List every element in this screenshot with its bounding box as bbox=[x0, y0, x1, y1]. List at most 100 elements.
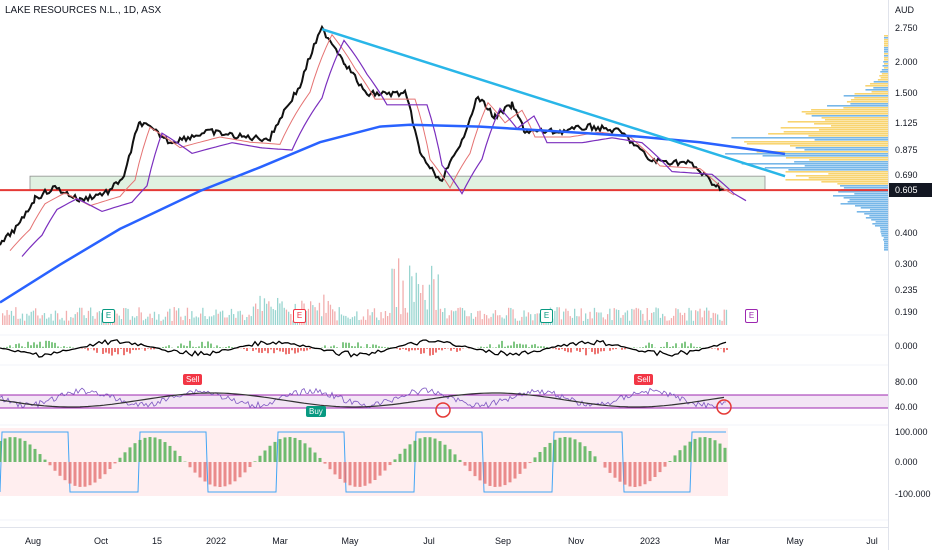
volume-bar bbox=[347, 318, 348, 325]
osc1-bar bbox=[48, 341, 50, 348]
volume-bar bbox=[431, 266, 432, 325]
volume-bar bbox=[407, 313, 408, 325]
osc1-bar bbox=[642, 347, 644, 348]
earnings-badge[interactable]: E bbox=[293, 309, 306, 323]
earnings-badge[interactable]: E bbox=[102, 309, 115, 323]
volume-profile-bar bbox=[870, 209, 888, 211]
osc1-bar bbox=[621, 348, 623, 350]
volume-bar bbox=[321, 316, 322, 325]
osc1-bar bbox=[429, 348, 431, 356]
volume-bar bbox=[207, 319, 208, 325]
volume-bar bbox=[6, 310, 7, 325]
volume-bar bbox=[154, 312, 155, 325]
volume-profile-bar bbox=[811, 109, 888, 111]
osc1-bar bbox=[501, 341, 503, 348]
volume-bar bbox=[2, 313, 3, 325]
osc1-bar bbox=[336, 347, 338, 348]
osc1-bar bbox=[57, 346, 59, 348]
buy-signal: Buy bbox=[306, 406, 326, 417]
osc1-bar bbox=[360, 346, 362, 348]
volume-bar bbox=[328, 301, 329, 325]
osc1-bar bbox=[144, 348, 146, 351]
osc1-bar bbox=[291, 348, 293, 350]
volume-bar bbox=[229, 315, 230, 325]
volume-bar bbox=[521, 317, 522, 325]
volume-bar bbox=[537, 313, 538, 325]
osc1-bar bbox=[117, 348, 119, 354]
chart-canvas[interactable] bbox=[0, 0, 888, 527]
volume-profile-bar bbox=[814, 123, 888, 125]
price-tick-label: 0.300 bbox=[895, 259, 918, 269]
volume-bar bbox=[22, 314, 23, 325]
volume-bar bbox=[374, 308, 375, 325]
osc1-bar bbox=[717, 348, 719, 350]
volume-profile-bar bbox=[865, 85, 888, 87]
volume-bar bbox=[251, 316, 252, 325]
volume-bar bbox=[713, 313, 714, 325]
volume-bar bbox=[495, 310, 496, 325]
osc1-bar bbox=[231, 347, 233, 348]
volume-bar bbox=[666, 321, 667, 325]
volume-bar bbox=[178, 308, 179, 325]
osc1-bar bbox=[270, 348, 272, 349]
osc1-bar bbox=[564, 348, 566, 351]
volume-bar bbox=[290, 314, 291, 325]
earnings-badge[interactable]: E bbox=[745, 309, 758, 323]
osc1-bar bbox=[522, 345, 524, 348]
volume-bar bbox=[688, 308, 689, 325]
osc1-bar bbox=[411, 348, 413, 350]
osc1-bar bbox=[150, 348, 152, 349]
osc1-bar bbox=[441, 348, 443, 350]
currency-label: AUD bbox=[895, 5, 914, 15]
time-tick-label: 2023 bbox=[640, 536, 660, 546]
volume-bar bbox=[519, 321, 520, 325]
volume-bar bbox=[273, 309, 274, 325]
volume-profile-bar bbox=[805, 165, 888, 167]
earnings-badge[interactable]: E bbox=[540, 309, 553, 323]
osc1-bar bbox=[186, 346, 188, 348]
volume-bar bbox=[506, 315, 507, 325]
volume-bar bbox=[240, 311, 241, 325]
volume-profile-bar bbox=[881, 77, 888, 79]
volume-bar bbox=[475, 317, 476, 325]
volume-bar bbox=[33, 311, 34, 325]
volume-bar bbox=[638, 309, 639, 325]
volume-bar bbox=[398, 258, 399, 325]
osc1-bar bbox=[684, 342, 686, 348]
volume-profile-bar bbox=[841, 203, 888, 205]
osc1-bar bbox=[33, 342, 35, 348]
volume-bar bbox=[376, 318, 377, 325]
osc1-bar bbox=[177, 346, 179, 348]
osc1-bar bbox=[369, 347, 371, 348]
osc1-bar bbox=[543, 346, 545, 348]
volume-bar bbox=[255, 304, 256, 325]
volume-bar bbox=[671, 318, 672, 325]
time-tick-label: May bbox=[341, 536, 358, 546]
volume-bar bbox=[530, 314, 531, 325]
volume-profile-bar bbox=[819, 129, 888, 131]
osc1-bar bbox=[405, 348, 407, 350]
osc1-bar bbox=[216, 345, 218, 348]
volume-bar bbox=[710, 318, 711, 325]
volume-bar bbox=[11, 311, 12, 325]
osc1-bar bbox=[201, 342, 203, 348]
osc1-bar bbox=[246, 348, 248, 351]
osc1-bar bbox=[225, 347, 227, 348]
osc1-bar bbox=[525, 344, 527, 348]
trendline bbox=[322, 29, 785, 176]
volume-profile-bar bbox=[854, 97, 888, 99]
volume-bar bbox=[218, 314, 219, 325]
volume-bar bbox=[83, 315, 84, 325]
volume-bar bbox=[64, 321, 65, 325]
volume-bar bbox=[385, 311, 386, 325]
volume-bar bbox=[534, 314, 535, 325]
volume-profile-bar bbox=[873, 87, 888, 89]
volume-bar bbox=[48, 317, 49, 325]
osc1-bar bbox=[597, 348, 599, 354]
volume-bar bbox=[598, 313, 599, 325]
volume-bar bbox=[187, 308, 188, 325]
volume-bar bbox=[517, 321, 518, 325]
osc1-bar bbox=[45, 341, 47, 348]
